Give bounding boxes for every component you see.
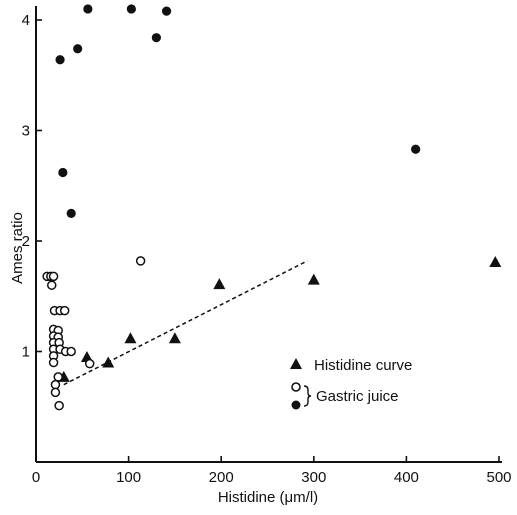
ticks: 0 100 200 300 400 500 1 2 3 4: [22, 12, 512, 486]
gastric-juice-filled-point: [161, 6, 172, 16]
trend-line: [63, 260, 308, 386]
gastric-juice-filled-point: [411, 144, 421, 154]
gastric-juice-filled-point: [55, 55, 65, 65]
x-axis-title: Histidine (μm/l): [218, 489, 318, 506]
gastric-juice-filled-point: [126, 4, 136, 14]
trend-line-group: [63, 260, 308, 386]
gastric-juice-open-point: [50, 379, 61, 390]
gastric-juice-open-point: [48, 271, 59, 282]
gastric-juice-open-point: [53, 372, 63, 382]
gastric-juice-filled-point: [83, 4, 93, 14]
legend-histidine-label: Histidine curve: [314, 357, 412, 374]
x-tick-label: 400: [394, 469, 419, 486]
gastric-juice-filled-point: [66, 208, 76, 218]
x-tick-label: 0: [32, 469, 40, 486]
legend-filled-circle-marker: [291, 400, 301, 410]
histidine-curve-point: [307, 273, 320, 285]
legend-brace: [303, 385, 312, 407]
legend-gastric-label: Gastric juice: [316, 388, 399, 405]
gastric-juice-open-point: [59, 305, 70, 316]
y-tick-label: 3: [22, 123, 30, 140]
data-points: [42, 4, 502, 411]
y-tick-label: 1: [22, 344, 30, 361]
gastric-juice-open-point: [54, 400, 64, 411]
histidine-curve-point: [168, 332, 181, 344]
gastric-juice-filled-point: [73, 44, 83, 54]
gastric-juice-open-point: [84, 358, 95, 369]
histidine-curve-point: [213, 278, 226, 290]
histidine-curve-point: [102, 356, 115, 368]
legend: Histidine curve Gastric juice: [290, 357, 412, 410]
y-tick-label: 2: [22, 233, 30, 250]
histidine-curve-point: [124, 332, 137, 344]
gastric-juice-open-point: [50, 387, 61, 398]
gastric-juice-open-point: [46, 280, 57, 290]
gastric-juice-filled-point: [58, 167, 68, 178]
axes: [35, 6, 502, 463]
gastric-juice-open-point: [48, 357, 59, 368]
x-tick-label: 500: [486, 469, 511, 486]
gastric-juice-open-point: [66, 346, 76, 357]
y-tick-label: 4: [22, 12, 30, 29]
x-tick-label: 100: [116, 469, 141, 486]
x-tick-label: 200: [209, 469, 234, 486]
x-tick-label: 300: [301, 469, 326, 486]
histidine-curve-point: [489, 255, 502, 267]
legend-triangle-marker: [290, 358, 302, 369]
y-axis-title: Ames ratio: [9, 212, 26, 284]
gastric-juice-open-point: [135, 256, 146, 266]
gastric-juice-filled-point: [151, 33, 161, 43]
legend-open-circle-marker: [291, 382, 301, 392]
